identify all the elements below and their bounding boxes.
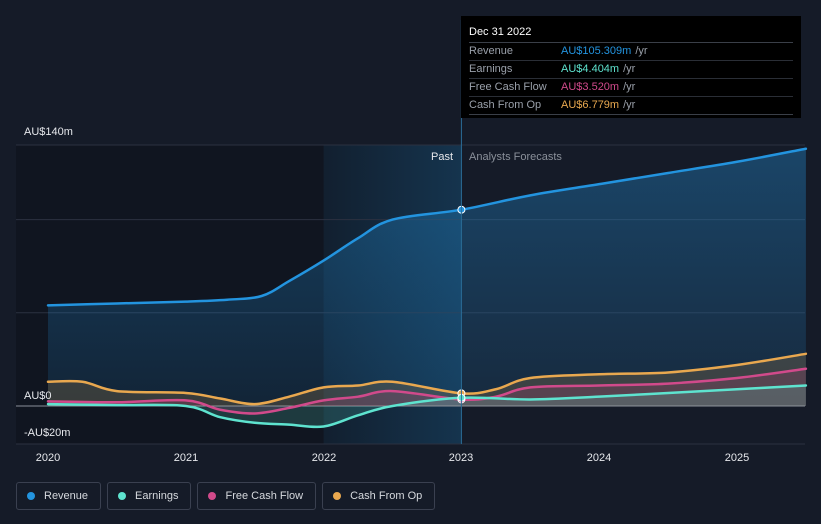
legend-item-cash-from-op[interactable]: Cash From Op <box>322 482 436 510</box>
tooltip-date: Dec 31 2022 <box>469 24 793 43</box>
legend-label: Revenue <box>44 490 89 502</box>
tooltip-row-cfo: Cash From Op AU$6.779m /yr <box>469 97 793 115</box>
forecast-label: Analysts Forecasts <box>469 151 562 163</box>
tooltip-row-fcf: Free Cash Flow AU$3.520m /yr <box>469 79 793 97</box>
tooltip-unit: /yr <box>623 63 636 75</box>
y-tick-label-top: AU$140m <box>24 126 73 138</box>
tooltip-value: AU$3.520m <box>561 81 620 93</box>
tooltip-label: Revenue <box>469 45 514 57</box>
x-tick-label: 2025 <box>725 452 749 464</box>
legend-dot-icon <box>118 492 127 500</box>
tooltip-row-earnings: Earnings AU$4.404m /yr <box>469 61 793 79</box>
legend-dot-icon <box>333 492 342 500</box>
series-area-cash-from-op <box>48 353 806 406</box>
tooltip-unit: /yr <box>623 99 636 111</box>
tooltip-label: Free Cash Flow <box>469 81 547 93</box>
x-tick-label: 2020 <box>36 452 60 464</box>
x-tick-label: 2024 <box>587 452 611 464</box>
tooltip-row-revenue: Revenue AU$105.309m /yr <box>469 43 793 61</box>
tooltip-value: AU$105.309m <box>561 45 632 57</box>
tooltip-value: AU$4.404m <box>561 63 620 75</box>
series-line-free-cash-flow <box>46 367 808 415</box>
legend: Revenue Earnings Free Cash Flow Cash Fro… <box>16 482 436 510</box>
tooltip-unit: /yr <box>623 81 636 93</box>
x-tick-label: 2022 <box>312 452 336 464</box>
series-area-revenue <box>48 148 806 406</box>
tooltip-unit: /yr <box>635 45 648 57</box>
tooltip-value: AU$6.779m <box>561 99 620 111</box>
legend-label: Earnings <box>135 490 179 502</box>
legend-item-revenue[interactable]: Revenue <box>16 482 102 510</box>
legend-dot-icon <box>27 492 35 500</box>
series-line-earnings <box>46 384 808 429</box>
series-area-free-cash-flow <box>48 368 806 414</box>
past-label: Past <box>431 151 453 163</box>
tooltip: Dec 31 2022 Revenue AU$105.309m /yr Earn… <box>461 16 801 118</box>
legend-dot-icon <box>208 492 217 500</box>
tooltip-label: Cash From Op <box>469 99 542 111</box>
tooltip-label: Earnings <box>469 63 513 75</box>
series-line-revenue <box>46 147 808 307</box>
legend-item-earnings[interactable]: Earnings <box>107 482 192 510</box>
legend-label: Free Cash Flow <box>225 490 304 502</box>
series-line-cash-from-op <box>46 352 808 406</box>
series-lines <box>46 147 808 429</box>
y-tick-label-zero: AU$0 <box>24 390 52 402</box>
legend-label: Cash From Op <box>350 490 423 502</box>
x-tick-label: 2021 <box>174 452 198 464</box>
legend-item-free-cash-flow[interactable]: Free Cash Flow <box>197 482 317 510</box>
y-tick-label-bottom: -AU$20m <box>24 427 70 439</box>
x-tick-label: 2023 <box>449 452 473 464</box>
